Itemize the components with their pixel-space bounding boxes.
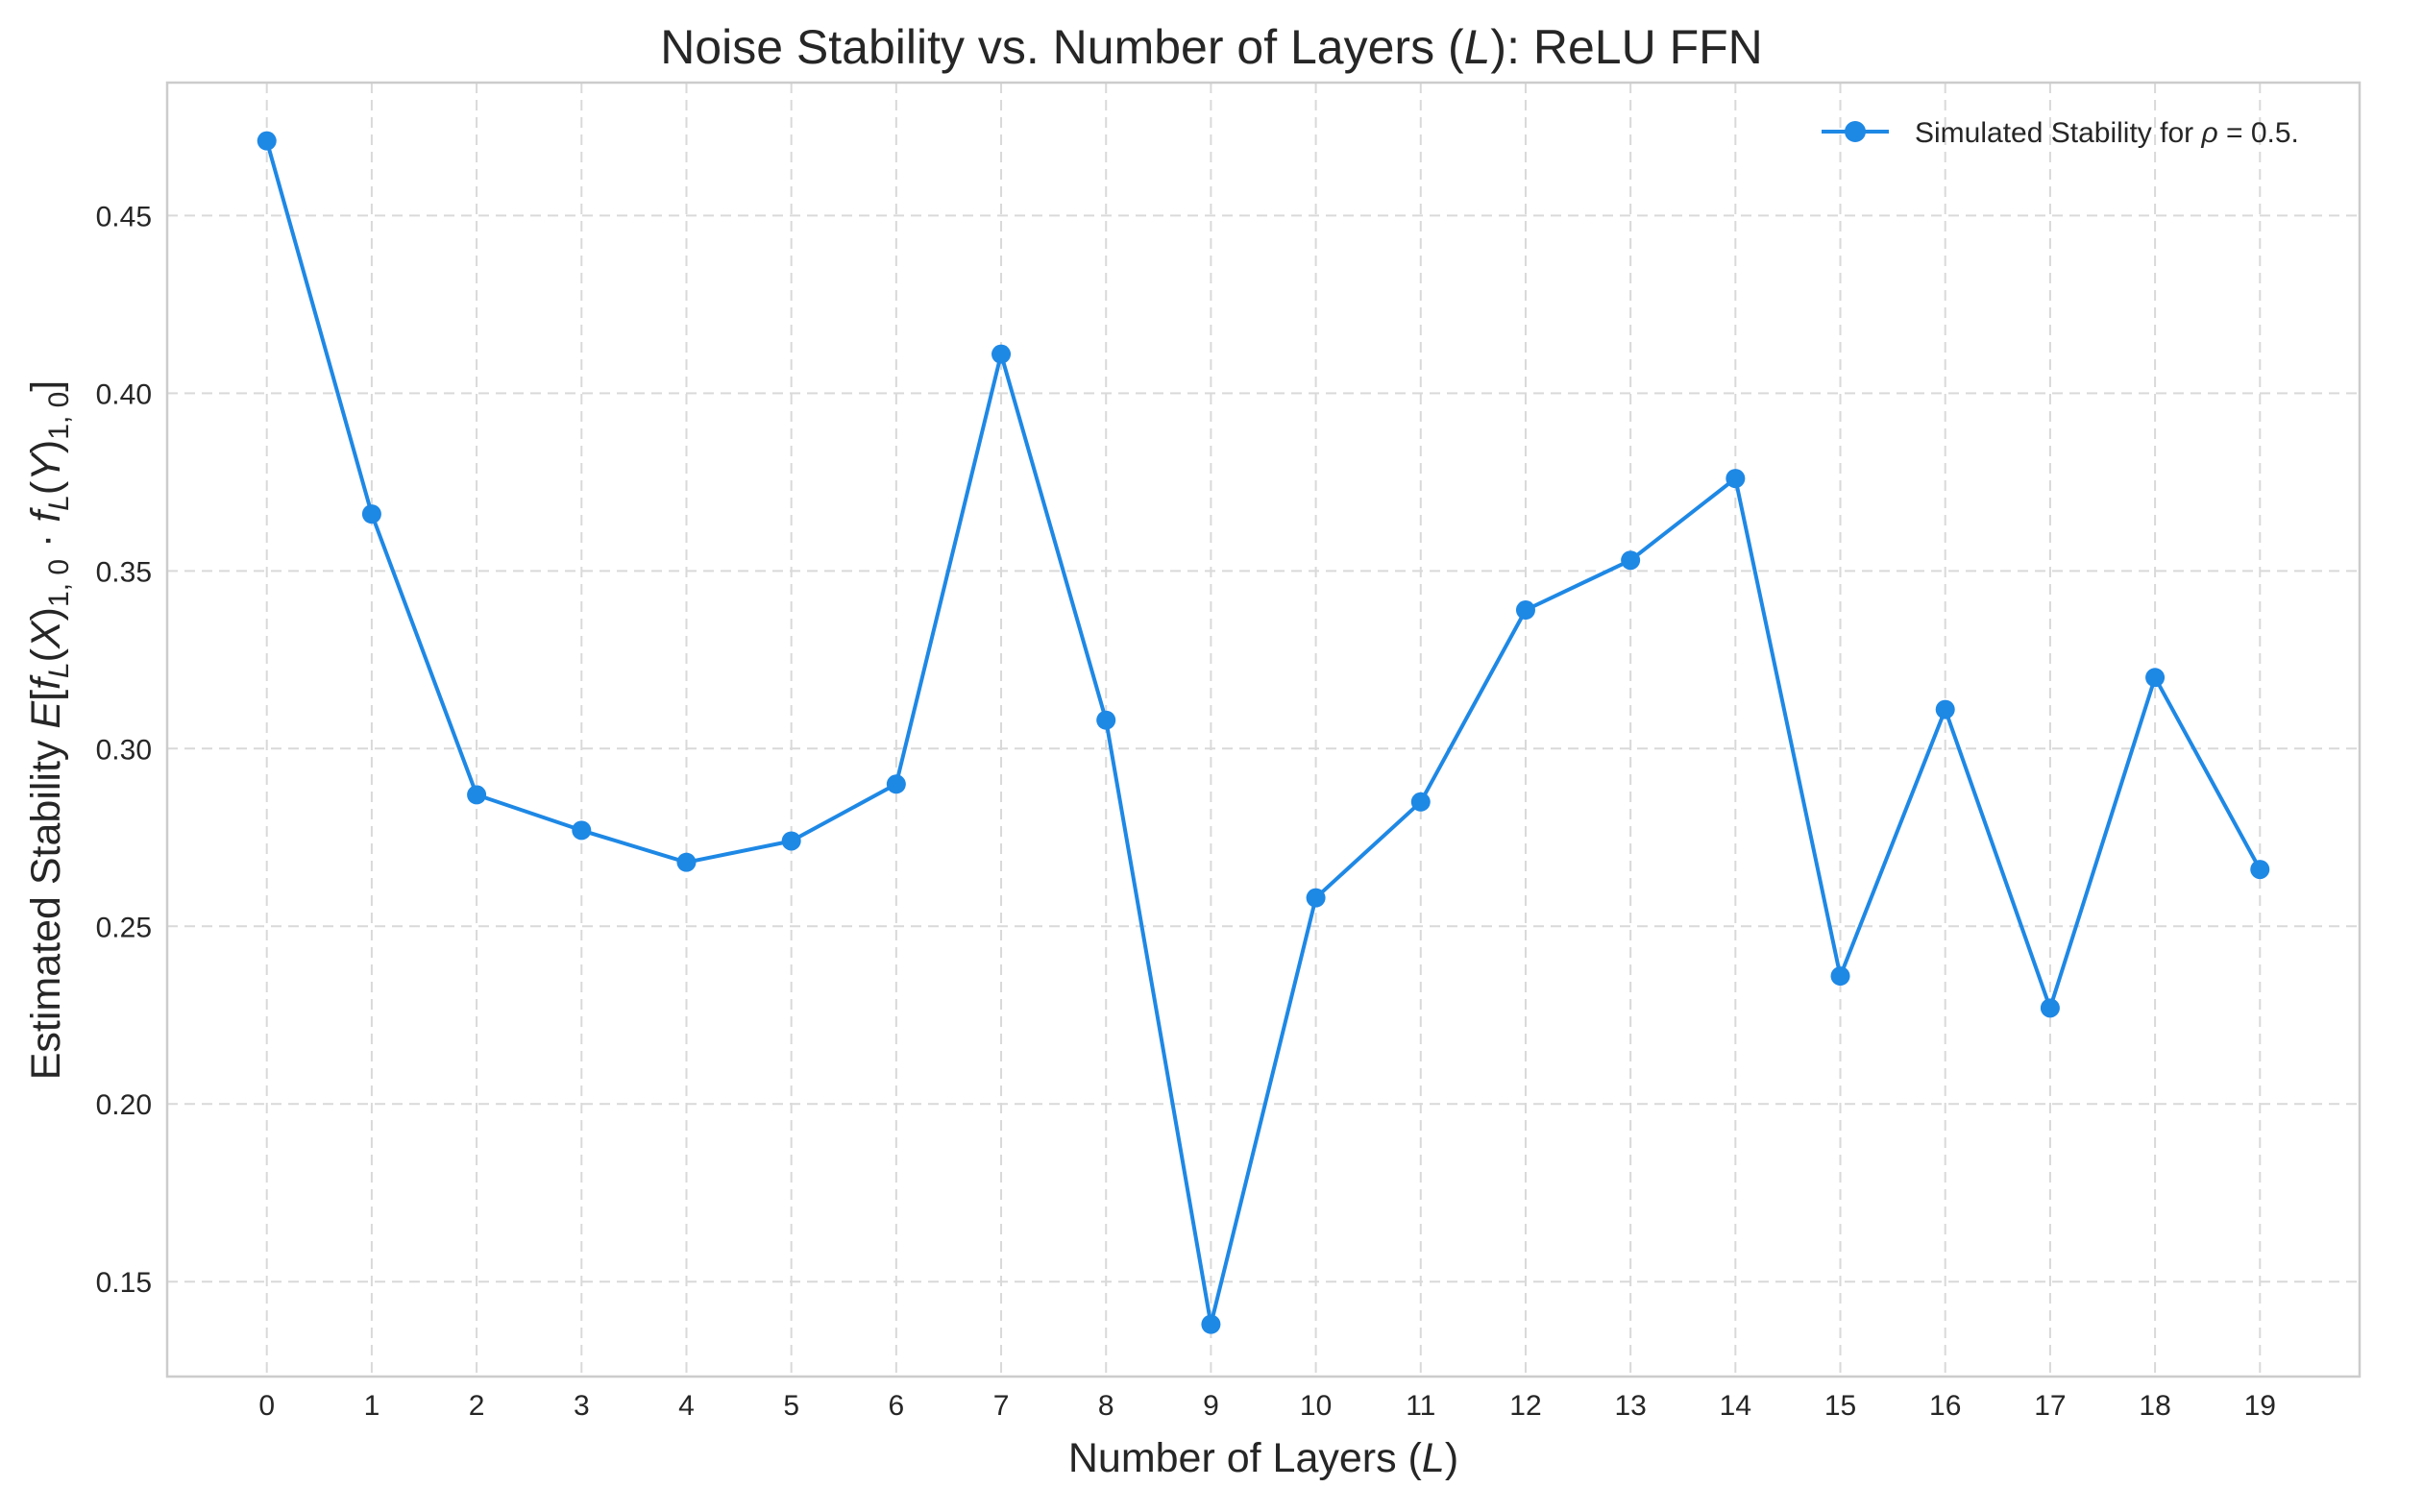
plot-frame <box>165 81 2362 1378</box>
data-point <box>991 344 1012 364</box>
y-tick-label: 0.20 <box>96 1089 152 1121</box>
y-tick-label: 0.25 <box>96 912 152 943</box>
data-point <box>572 820 592 841</box>
data-point <box>1201 1314 1221 1334</box>
series <box>257 131 2270 1334</box>
y-tick-label: 0.35 <box>96 556 152 588</box>
data-point <box>781 831 801 851</box>
x-tick-label: 19 <box>2244 1390 2276 1422</box>
data-point <box>1096 710 1116 730</box>
legend-label: Simulated Stability for ρ = 0.5. <box>1915 117 2299 149</box>
data-point <box>1306 888 1326 908</box>
y-tick-label: 0.45 <box>96 201 152 232</box>
data-point <box>1515 600 1535 621</box>
x-tick-label: 6 <box>889 1390 905 1422</box>
x-tick-label: 5 <box>783 1390 799 1422</box>
x-tick-label: 15 <box>1824 1390 1856 1422</box>
x-axis-label: Number of Layers (L) <box>1068 1435 1458 1481</box>
x-tick-label: 16 <box>1929 1390 1961 1422</box>
grid <box>167 83 2360 1377</box>
x-tick-label: 7 <box>993 1390 1010 1422</box>
x-tick-label: 3 <box>574 1390 590 1422</box>
x-tick-label: 0 <box>258 1390 275 1422</box>
data-point <box>2040 998 2060 1018</box>
data-point <box>2145 668 2166 688</box>
data-point <box>676 852 697 872</box>
x-tick-label: 17 <box>2034 1390 2066 1422</box>
y-tick-label: 0.15 <box>96 1267 152 1299</box>
data-point <box>886 774 906 794</box>
x-tick-labels: 0 1 2 3 4 5 6 7 8 9 10 11 12 13 14 15 16 17 18 19 <box>258 1390 2276 1422</box>
y-axis-label: Estimated Stability E[fL(X)1, 0 · fL(Y)1… <box>23 380 75 1081</box>
x-tick-label: 4 <box>678 1390 695 1422</box>
x-tick-label: 10 <box>1300 1390 1332 1422</box>
x-tick-label: 11 <box>1406 1390 1435 1422</box>
y-tick-labels: 0.15 0.20 0.25 0.30 0.35 0.40 0.45 <box>96 201 152 1299</box>
x-tick-label: 8 <box>1098 1390 1114 1422</box>
data-point <box>1410 792 1431 812</box>
data-point <box>1621 550 1641 571</box>
data-point <box>257 131 277 151</box>
legend-marker-swatch <box>1845 121 1866 142</box>
x-tick-label: 2 <box>469 1390 485 1422</box>
chart-title: Noise Stability vs. Number of Layers (L)… <box>660 20 1763 74</box>
y-tick-label: 0.40 <box>96 378 152 410</box>
data-point <box>361 504 381 524</box>
x-tick-label: 18 <box>2139 1390 2170 1422</box>
data-point <box>1935 699 1955 719</box>
x-tick-label: 1 <box>364 1390 380 1422</box>
y-tick-label: 0.30 <box>96 734 152 766</box>
data-point <box>467 785 487 805</box>
data-point <box>1725 469 1746 489</box>
data-point <box>2250 860 2270 880</box>
x-tick-label: 9 <box>1203 1390 1219 1422</box>
x-tick-label: 12 <box>1509 1390 1541 1422</box>
x-tick-label: 14 <box>1720 1390 1751 1422</box>
data-point <box>1830 966 1850 987</box>
legend: Simulated Stability for ρ = 0.5. <box>1822 117 2299 149</box>
x-tick-label: 13 <box>1614 1390 1646 1422</box>
series-line <box>264 140 2263 1327</box>
